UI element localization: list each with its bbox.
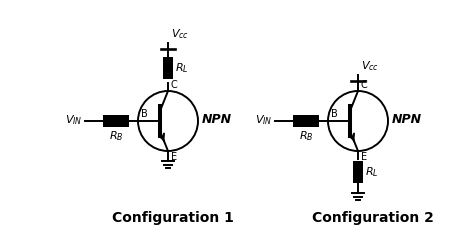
- Text: $R_B$: $R_B$: [109, 129, 123, 143]
- Bar: [163, 57, 173, 79]
- Text: $V_{cc}$: $V_{cc}$: [171, 27, 189, 41]
- Bar: [293, 115, 319, 127]
- Text: $R_B$: $R_B$: [299, 129, 313, 143]
- Text: $R_L$: $R_L$: [175, 61, 189, 75]
- Bar: [103, 115, 129, 127]
- Bar: [353, 161, 363, 183]
- Text: C: C: [171, 80, 178, 90]
- Text: $R_L$: $R_L$: [365, 165, 379, 179]
- Text: C: C: [361, 80, 368, 90]
- Text: E: E: [171, 152, 177, 162]
- Text: Configuration 2: Configuration 2: [312, 211, 434, 225]
- Text: $V_{cc}$: $V_{cc}$: [361, 59, 379, 73]
- Text: E: E: [361, 152, 367, 162]
- Text: Configuration 1: Configuration 1: [112, 211, 234, 225]
- Text: $V_{IN}$: $V_{IN}$: [255, 113, 273, 127]
- Text: B: B: [331, 109, 338, 119]
- Text: $V_{IN}$: $V_{IN}$: [65, 113, 83, 127]
- Text: NPN: NPN: [392, 113, 422, 125]
- Text: NPN: NPN: [202, 113, 232, 125]
- Text: B: B: [141, 109, 148, 119]
